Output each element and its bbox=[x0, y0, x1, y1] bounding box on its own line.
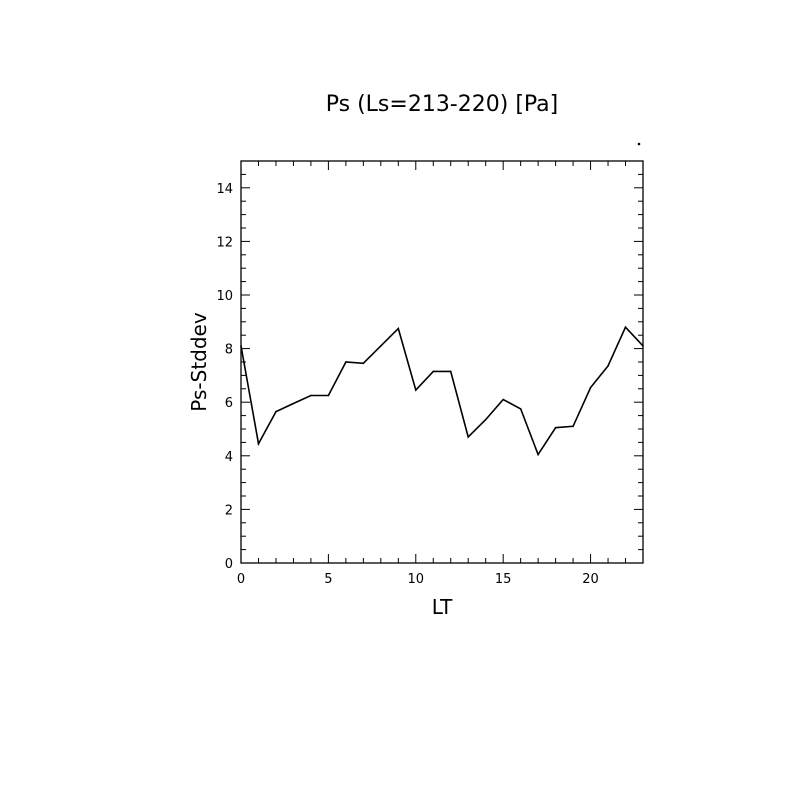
y-tick-label: 8 bbox=[225, 343, 233, 358]
data-point bbox=[537, 453, 539, 456]
axis-ticks bbox=[240, 160, 644, 564]
data-point bbox=[572, 425, 574, 428]
series-line bbox=[240, 325, 644, 457]
plot-area-frame bbox=[240, 160, 644, 564]
y-tick-label: 2 bbox=[225, 503, 233, 518]
chart-title: Ps (Ls=213-220) [Pa] bbox=[326, 92, 559, 117]
data-point bbox=[432, 370, 435, 373]
data-point bbox=[397, 327, 400, 330]
x-tick-label: 10 bbox=[408, 572, 425, 587]
y-axis-label: Ps-Stddev bbox=[187, 312, 211, 412]
x-axis-label: LT bbox=[432, 595, 453, 619]
y-tick-label: 0 bbox=[225, 557, 233, 572]
data-point bbox=[275, 410, 277, 413]
y-tick-label: 10 bbox=[216, 289, 233, 304]
y-tick-label: 12 bbox=[216, 235, 233, 250]
x-tick-label: 20 bbox=[582, 572, 599, 587]
tick-labels: 0 5 10 15 20 0 2 4 6 8 10 12 14 bbox=[216, 182, 598, 587]
data-point bbox=[642, 345, 644, 347]
data-point bbox=[414, 389, 417, 391]
data-point bbox=[257, 442, 260, 445]
data-point bbox=[345, 361, 347, 363]
data-points bbox=[240, 326, 644, 456]
data-point bbox=[502, 398, 504, 401]
data-point bbox=[484, 418, 487, 421]
data-point bbox=[554, 426, 557, 429]
x-tick-label: 15 bbox=[495, 572, 512, 587]
y-tick-label: 14 bbox=[216, 182, 233, 197]
data-point bbox=[607, 365, 609, 367]
data-point bbox=[624, 326, 627, 328]
data-point bbox=[519, 408, 522, 410]
data-point bbox=[327, 394, 330, 397]
data-point bbox=[292, 402, 295, 405]
corner-marker-dot bbox=[637, 142, 641, 146]
data-point bbox=[310, 394, 312, 397]
data-point bbox=[240, 345, 242, 347]
data-point bbox=[449, 370, 452, 373]
data-point bbox=[589, 386, 592, 389]
data-point bbox=[362, 362, 365, 365]
x-tick-label: 5 bbox=[324, 572, 332, 587]
data-point bbox=[467, 436, 470, 438]
data-point bbox=[380, 345, 382, 347]
y-tick-label: 4 bbox=[225, 450, 233, 465]
x-tick-label: 0 bbox=[237, 572, 245, 587]
y-tick-label: 6 bbox=[225, 396, 233, 411]
